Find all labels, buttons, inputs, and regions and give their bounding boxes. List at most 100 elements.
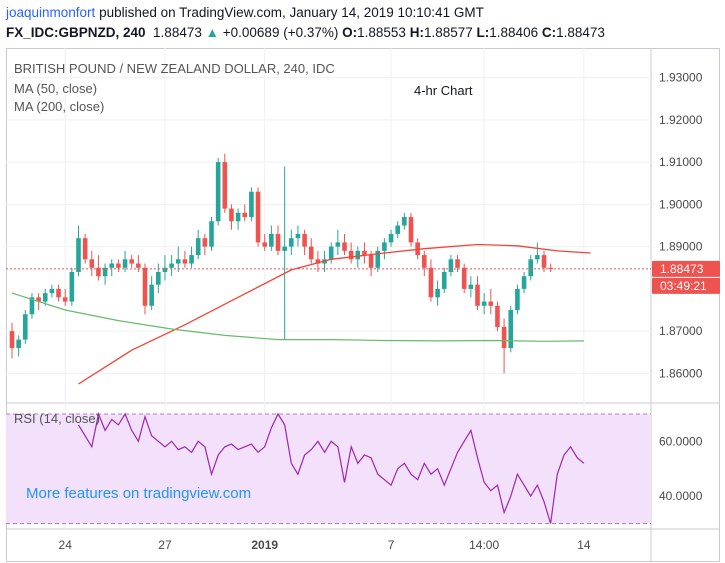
candle: [62, 288, 68, 306]
low-value: 1.88406: [489, 25, 539, 40]
candle: [548, 263, 553, 272]
candle-body: [488, 301, 494, 306]
high-label: H:: [409, 25, 424, 40]
candle-body: [408, 217, 414, 243]
time-tick-label: 2019: [251, 538, 278, 552]
candle-body: [515, 288, 520, 311]
candle: [355, 246, 361, 268]
candle-body: [282, 246, 287, 251]
candle-body: [528, 259, 533, 277]
candle: [535, 242, 540, 264]
candle: [96, 255, 101, 281]
candle-body: [89, 259, 95, 268]
candle: [468, 276, 474, 298]
candle-body: [136, 263, 141, 268]
candle-body: [368, 255, 374, 268]
candle-body: [269, 233, 274, 247]
ma200-line: [11, 292, 584, 342]
candle: [82, 233, 88, 264]
candle: [382, 238, 387, 260]
rsi-legend[interactable]: RSI (14, close): [14, 411, 100, 426]
price-tick-label: 1.89000: [659, 240, 703, 254]
rsi-tick-label: 60.0000: [659, 434, 703, 448]
candle-body: [202, 238, 208, 247]
candle-body: [395, 225, 400, 234]
candle: [282, 166, 287, 340]
ma50-legend[interactable]: MA (50, close): [14, 81, 97, 96]
candle: [189, 246, 194, 268]
time-tick-label: 27: [158, 538, 172, 552]
rsi-band: [6, 413, 651, 524]
candle-body: [355, 250, 361, 260]
candle: [302, 229, 307, 256]
candle-body: [441, 271, 447, 289]
candle: [9, 322, 15, 359]
candle-body: [315, 259, 321, 264]
candle-body: [348, 250, 354, 260]
low-label: L:: [476, 25, 490, 40]
symbol-name[interactable]: FX_IDC:GBPNZD, 240: [6, 25, 146, 40]
candle: [328, 242, 334, 264]
candle-body: [242, 212, 248, 218]
candle: [169, 255, 174, 277]
close-label: C:: [541, 25, 557, 40]
candle-body: [96, 267, 101, 277]
candle: [262, 233, 267, 251]
candle: [129, 255, 134, 268]
candle: [102, 263, 108, 285]
candle-body: [422, 255, 427, 268]
last-price-tag: [652, 260, 720, 277]
candle: [116, 259, 121, 272]
countdown-tag-text: 03:49:21: [660, 279, 707, 293]
countdown-tag: [652, 277, 720, 294]
price-axis[interactable]: 1.93000 1.92000 1.91000 1.90000 1.89000 1.870…: [659, 71, 703, 381]
time-axis[interactable]: 24 27 2019 7 14:00 14: [59, 538, 591, 552]
candle-body: [209, 221, 214, 247]
candle-body: [262, 242, 267, 247]
candle-body: [302, 233, 307, 247]
candle: [249, 187, 254, 222]
candle-body: [56, 288, 61, 298]
time-tick-label: 7: [388, 538, 395, 552]
candle-body: [501, 326, 507, 349]
candle-body: [289, 238, 294, 247]
candle: [162, 255, 168, 281]
candle: [49, 284, 55, 298]
candle-body: [149, 284, 154, 306]
candle-body: [295, 233, 301, 239]
candle-body: [182, 259, 188, 264]
candle: [528, 255, 533, 281]
time-tick-label: 24: [59, 538, 73, 552]
candle: [402, 212, 407, 230]
candle-body: [62, 297, 68, 302]
ma200-legend[interactable]: MA (200, close): [14, 99, 104, 114]
change-text: +0.00689 (+0.37%): [222, 25, 339, 40]
candle: [408, 212, 414, 247]
watermark-link[interactable]: More features on tradingview.com: [26, 485, 251, 502]
candle: [395, 221, 400, 239]
publish-info: joaquinmonfort published on TradingView.…: [6, 5, 484, 20]
candle-body: [388, 233, 394, 243]
candle-body: [535, 255, 540, 260]
candle: [422, 250, 427, 277]
chart-title: BRITISH POUND / NEW ZEALAND DOLLAR, 240,…: [14, 61, 335, 76]
candle: [235, 208, 241, 230]
candle: [242, 204, 248, 222]
candle: [428, 259, 434, 302]
price-tick-label: 1.86000: [659, 366, 703, 380]
candle: [335, 229, 341, 256]
rsi-axis[interactable]: 60.0000 40.0000: [659, 434, 703, 503]
candle-body: [362, 250, 367, 256]
high-value: 1.88577: [423, 25, 473, 40]
candle: [109, 259, 115, 277]
rsi-line: [77, 411, 585, 524]
candle-body: [175, 259, 181, 264]
candle: [16, 335, 21, 357]
candle: [149, 276, 154, 311]
candle: [455, 255, 460, 272]
open-value: 1.88553: [357, 25, 406, 40]
candle-body: [382, 242, 387, 251]
candle-body: [255, 191, 261, 243]
author-link[interactable]: joaquinmonfort: [6, 5, 96, 20]
chart-canvas[interactable]: 1.93000 1.92000 1.91000 1.90000 1.89000 1.870…: [6, 48, 720, 562]
